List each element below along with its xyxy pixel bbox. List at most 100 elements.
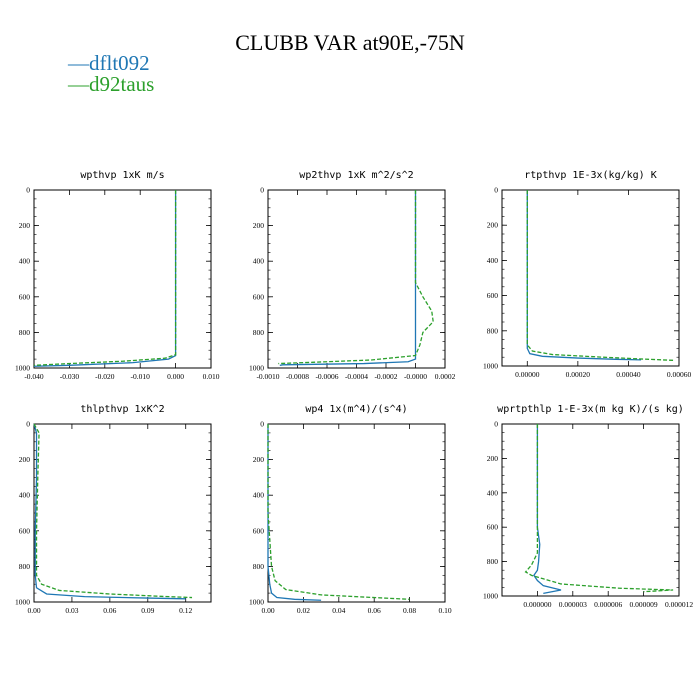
panel-title: wp4 1x(m^4)/(s^4) [305,404,407,415]
y-tick-label: 400 [19,491,31,500]
y-tick-label: 1000 [15,364,30,373]
y-tick-label: 600 [19,292,31,301]
x-tick-label: 0.00000 [515,370,540,379]
x-tick-label: 0.06 [368,606,381,615]
plot-frame [501,423,680,597]
x-tick-label: -0.030 [60,372,80,381]
x-tick-label: 0.000000 [523,600,551,609]
series-line-d92taus [33,423,193,599]
plot-frame [501,189,680,367]
y-tick-label: 800 [19,328,31,337]
y-tick-label: 0 [260,420,264,429]
panel-title: rtpthvp 1E-3x(kg/kg) K [524,170,656,181]
series-line-dflt092 [526,190,642,361]
legend-item-dflt092: —dflt092 [68,51,150,76]
page-title: CLUBB VAR at90E,-75N [235,30,465,55]
y-tick-label: 200 [253,221,265,230]
y-tick-label: 600 [19,526,31,535]
x-tick-label: -0.010 [131,372,151,381]
series-line-d92taus [524,424,674,593]
x-tick-label: -0.0008 [286,372,309,381]
y-tick-label: 1000 [15,598,30,607]
y-tick-label: 200 [487,454,499,463]
y-tick-label: 600 [253,292,265,301]
y-tick-label: 200 [19,455,31,464]
y-tick-label: 1000 [249,364,264,373]
y-tick-label: 0 [26,420,30,429]
x-tick-label: -0.0004 [345,372,368,381]
series-line-dflt092 [33,423,186,600]
legend-label: dflt092 [89,51,150,75]
y-tick-label: 0 [494,186,498,195]
x-tick-label: 0.000003 [559,600,587,609]
x-tick-label: 0.00060 [667,370,692,379]
y-tick-label: 800 [487,557,499,566]
y-tick-label: 800 [253,328,265,337]
y-tick-label: 200 [19,221,31,230]
x-tick-label: -0.0006 [315,372,338,381]
series-line-d92taus [526,190,674,362]
legend-line-icon: — [68,51,89,75]
y-tick-label: 200 [253,455,265,464]
x-tick-label: -0.0010 [256,372,279,381]
chart-panel-1: wp2thvp 1xK m^2/s^202004006008001000-0.0… [249,170,456,381]
y-tick-label: 0 [26,186,30,195]
plot-frame [33,423,212,603]
x-tick-label: 0.09 [141,606,154,615]
x-tick-label: 0.0002 [435,372,456,381]
x-tick-label: 0.12 [179,606,192,615]
legend-item-d92taus: —d92taus [68,72,154,97]
y-tick-label: 1000 [483,592,498,601]
x-tick-label: -0.040 [24,372,44,381]
chart-panel-5: wprtpthlp 1-E-3x(m kg K)/(s kg) 0 200 400 60… [483,404,693,609]
y-tick-label: 600 [487,291,499,300]
panel-title: wprtpthlp 1-E-3x(m kg K)/(s kg) [497,404,684,415]
x-tick-label: 0.000009 [630,600,658,609]
x-tick-label: 0.000012 [665,600,693,609]
x-tick-label: 0.00020 [566,370,591,379]
series-line-dflt092 [267,424,322,601]
y-tick-label: 400 [253,257,265,266]
y-tick-label: 1000 [483,362,498,371]
y-tick-label: 0 [260,186,264,195]
series-line-dflt092 [33,190,177,367]
legend-label: d92taus [89,72,155,96]
plot-frame [267,423,446,603]
x-tick-label: 0.03 [65,606,78,615]
y-tick-label: 400 [487,488,499,497]
y-tick-label: 800 [253,562,265,571]
x-tick-label: 0.00 [261,606,274,615]
x-tick-label: 0.00040 [616,370,641,379]
x-tick-label: 0.10 [438,606,451,615]
y-tick-label: 400 [487,256,499,265]
y-tick-label: 0 [494,420,498,429]
panel-title: wp2thvp 1xK m^2/s^2 [299,170,413,181]
y-tick-label: 600 [487,523,499,532]
y-tick-label: 800 [19,562,31,571]
x-tick-label: 0.06 [103,606,116,615]
y-tick-label: 200 [487,221,499,230]
y-tick-label: 400 [253,491,265,500]
chart-panel-2: rtpthvp 1E-3x(kg/kg) K 0 200 400 600 800 1000 0… [483,170,691,379]
x-tick-label: -0.020 [95,372,115,381]
y-tick-label: 600 [253,526,265,535]
x-tick-label: 0.000 [167,372,184,381]
y-tick-label: 800 [487,326,499,335]
panel-title: wpthvp 1xK m/s [80,170,164,181]
x-tick-label: -0.0000 [404,372,427,381]
y-tick-label: 400 [19,257,31,266]
x-tick-label: 0.000006 [594,600,622,609]
x-tick-label: -0.0002 [374,372,397,381]
panel-title: thlpthvp 1xK^2 [80,404,164,415]
x-tick-label: 0.04 [332,606,345,615]
series-line-d92taus [267,424,410,600]
x-tick-label: 0.00 [27,606,40,615]
x-tick-label: 0.08 [403,606,416,615]
series-line-dflt092 [279,190,417,366]
plot-frame [267,189,446,369]
legend-line-icon: — [68,72,89,96]
y-tick-label: 1000 [249,598,264,607]
